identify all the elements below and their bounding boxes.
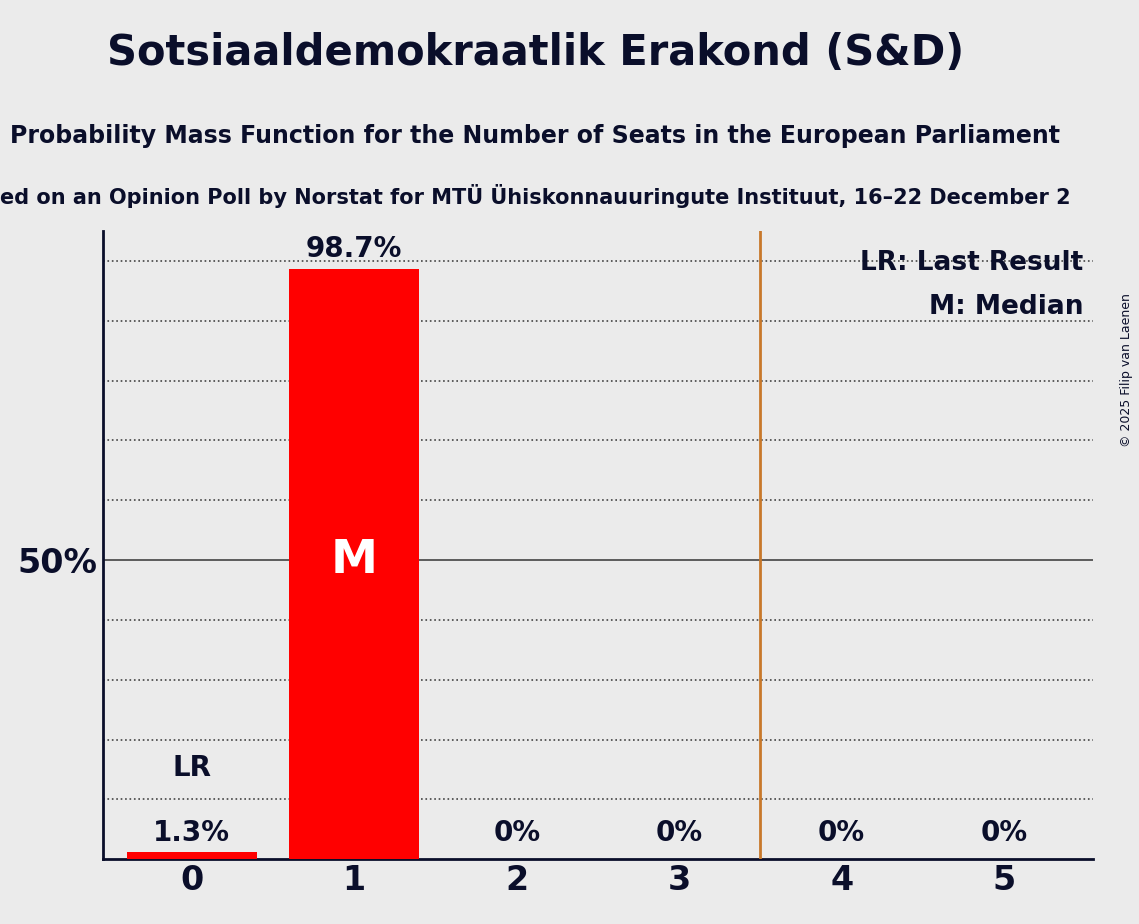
Text: M: Median: M: Median <box>929 294 1083 320</box>
Text: 1.3%: 1.3% <box>154 820 230 847</box>
Bar <box>126 852 256 859</box>
Text: Sotsiaaldemokraatlik Erakond (S&D): Sotsiaaldemokraatlik Erakond (S&D) <box>107 32 964 74</box>
Bar <box>289 269 419 859</box>
Text: 98.7%: 98.7% <box>306 235 402 262</box>
Text: LR: Last Result: LR: Last Result <box>860 249 1083 276</box>
Text: 0%: 0% <box>656 820 703 847</box>
Text: 0%: 0% <box>493 820 540 847</box>
Text: ed on an Opinion Poll by Norstat for MTÜ Ühiskonnauuringute Instituut, 16–22 Dec: ed on an Opinion Poll by Norstat for MTÜ… <box>0 184 1071 208</box>
Text: LR: LR <box>172 754 212 782</box>
Text: Probability Mass Function for the Number of Seats in the European Parliament: Probability Mass Function for the Number… <box>10 124 1060 148</box>
Text: 0%: 0% <box>981 820 1027 847</box>
Text: 0%: 0% <box>818 820 866 847</box>
Text: M: M <box>330 538 378 583</box>
Text: © 2025 Filip van Laenen: © 2025 Filip van Laenen <box>1121 293 1133 446</box>
